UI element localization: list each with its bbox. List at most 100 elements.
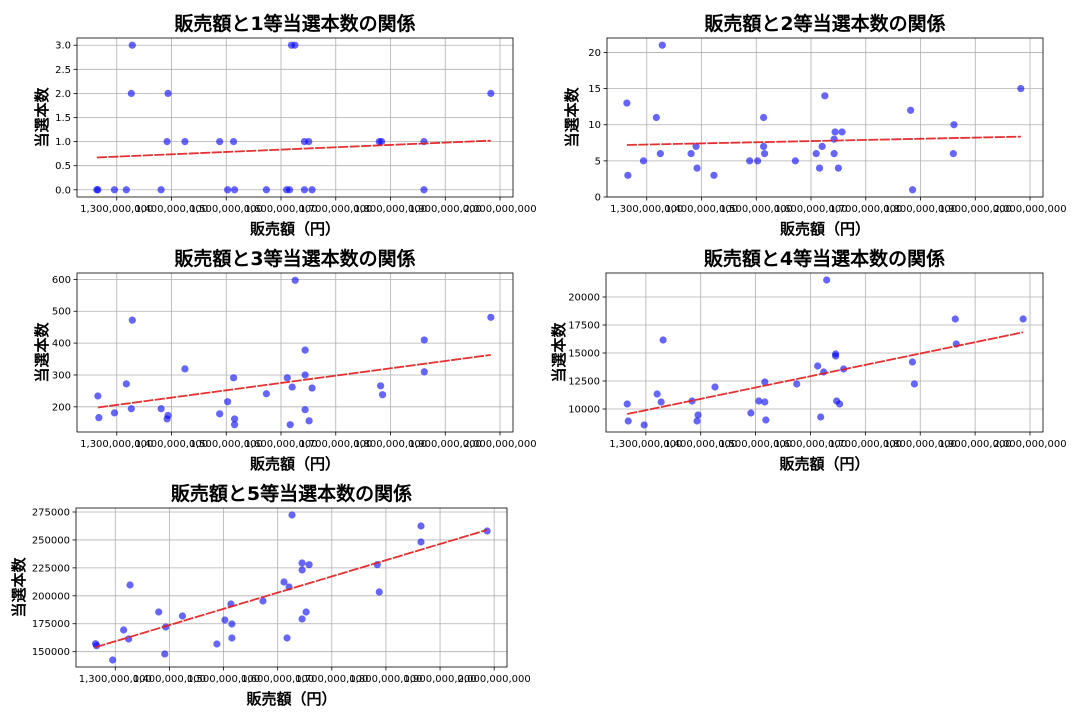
data-point [229, 137, 238, 146]
data-point [157, 405, 165, 413]
data-point [746, 157, 754, 165]
data-point [377, 382, 385, 390]
subplot-3: 1,300,000,0001,400,000,0001,500,000,0001… [33, 247, 537, 473]
data-point [181, 365, 189, 373]
x-tick-label: 1,700,000,000 [829, 204, 902, 215]
data-point [623, 400, 631, 408]
axes-frame [76, 37, 514, 198]
subplot-4: 1,300,000,0001,400,000,0001,500,000,0001… [550, 247, 1067, 473]
y-tick-label: 200 [52, 402, 71, 413]
x-tick-label: 1,300,000,000 [80, 439, 153, 450]
y-tick-label: 300 [52, 370, 71, 381]
data-point [259, 597, 267, 605]
data-point [94, 186, 102, 194]
data-point [291, 41, 299, 49]
y-axis-label: 当選本数 [33, 87, 51, 148]
y-axis-label: 当選本数 [10, 557, 28, 618]
data-point [164, 411, 172, 420]
data-point [375, 588, 383, 596]
x-tick-label: 1,500,000,000 [187, 674, 260, 685]
data-point [157, 186, 165, 194]
x-tick-label: 1,600,000,000 [774, 439, 847, 450]
data-point [814, 362, 822, 370]
data-point [221, 616, 229, 624]
data-point [291, 276, 299, 284]
y-tick-label: 0.0 [55, 185, 71, 196]
plot-area [606, 273, 1043, 432]
data-point [95, 414, 103, 422]
data-point [657, 398, 665, 406]
chart-title: 販売額と4等当選本数の関係 [704, 247, 945, 270]
data-point [812, 150, 820, 158]
data-point [950, 121, 958, 129]
axes-frame [75, 507, 508, 668]
data-point [224, 398, 232, 406]
data-point [420, 336, 428, 344]
data-point [127, 405, 135, 413]
y-tick-label: 2.5 [55, 65, 71, 76]
x-tick-label: 1,600,000,000 [241, 674, 314, 685]
y-tick-label: 0 [595, 193, 601, 204]
x-tick-label: 2,000,000,000 [463, 204, 536, 215]
data-point [759, 142, 768, 151]
axes-frame [605, 272, 1044, 433]
data-point [834, 164, 842, 172]
data-point [693, 164, 701, 172]
trend-line [95, 529, 488, 649]
y-axis-label: 当選本数 [33, 322, 51, 383]
x-axis-label: 販売額（円） [246, 690, 336, 708]
x-tick-label: 2,000,000,000 [463, 439, 536, 450]
data-point [658, 41, 666, 49]
x-tick-label: 1,500,000,000 [720, 204, 793, 215]
x-tick-label: 1,400,000,000 [135, 204, 208, 215]
data-point [298, 559, 306, 567]
data-point [656, 150, 664, 158]
subplot-1: 1,300,000,0001,400,000,0001,500,000,0001… [33, 12, 537, 238]
y-tick-label: 0.5 [55, 161, 71, 172]
data-point [120, 626, 128, 634]
data-point [230, 421, 239, 429]
y-tick-label: 15000 [568, 348, 600, 359]
y-tick-label: 200000 [32, 591, 70, 602]
y-tick-label: 225000 [32, 563, 70, 574]
data-point [110, 409, 119, 417]
data-point [659, 336, 667, 344]
data-point [216, 137, 224, 146]
subplot-2: 1,300,000,0001,400,000,0001,500,000,0001… [563, 12, 1067, 238]
data-point [181, 137, 189, 146]
chart-title: 販売額と1等当選本数の関係 [174, 12, 415, 35]
y-tick-label: 275000 [32, 508, 70, 519]
data-point [710, 171, 718, 179]
y-tick-label: 250000 [32, 535, 70, 546]
x-axis-label: 販売額（円） [780, 220, 870, 238]
data-point [908, 358, 917, 366]
data-point [94, 392, 102, 400]
data-point [161, 650, 169, 658]
x-tick-label: 1,600,000,000 [774, 204, 847, 215]
trend-line [96, 139, 491, 159]
data-point [283, 374, 291, 382]
data-point [92, 642, 101, 650]
data-point [1019, 315, 1027, 323]
data-point [907, 106, 915, 114]
data-point [761, 398, 769, 406]
x-tick-label: 1,700,000,000 [829, 439, 902, 450]
y-tick-label: 15 [588, 84, 601, 95]
data-point [308, 186, 316, 194]
data-point [420, 186, 428, 194]
data-point [487, 89, 495, 98]
chart-title: 販売額と3等当選本数の関係 [174, 247, 415, 270]
data-point [624, 171, 632, 179]
x-tick-label: 1,600,000,000 [244, 439, 317, 450]
data-point [300, 186, 309, 194]
data-point [832, 352, 840, 360]
data-point [229, 374, 238, 382]
data-point [378, 391, 387, 399]
data-point [693, 417, 701, 425]
y-tick-label: 1.0 [55, 137, 71, 148]
data-point [949, 150, 957, 158]
x-tick-label: 1,900,000,000 [939, 204, 1012, 215]
data-point [128, 41, 136, 49]
data-point [791, 157, 799, 165]
